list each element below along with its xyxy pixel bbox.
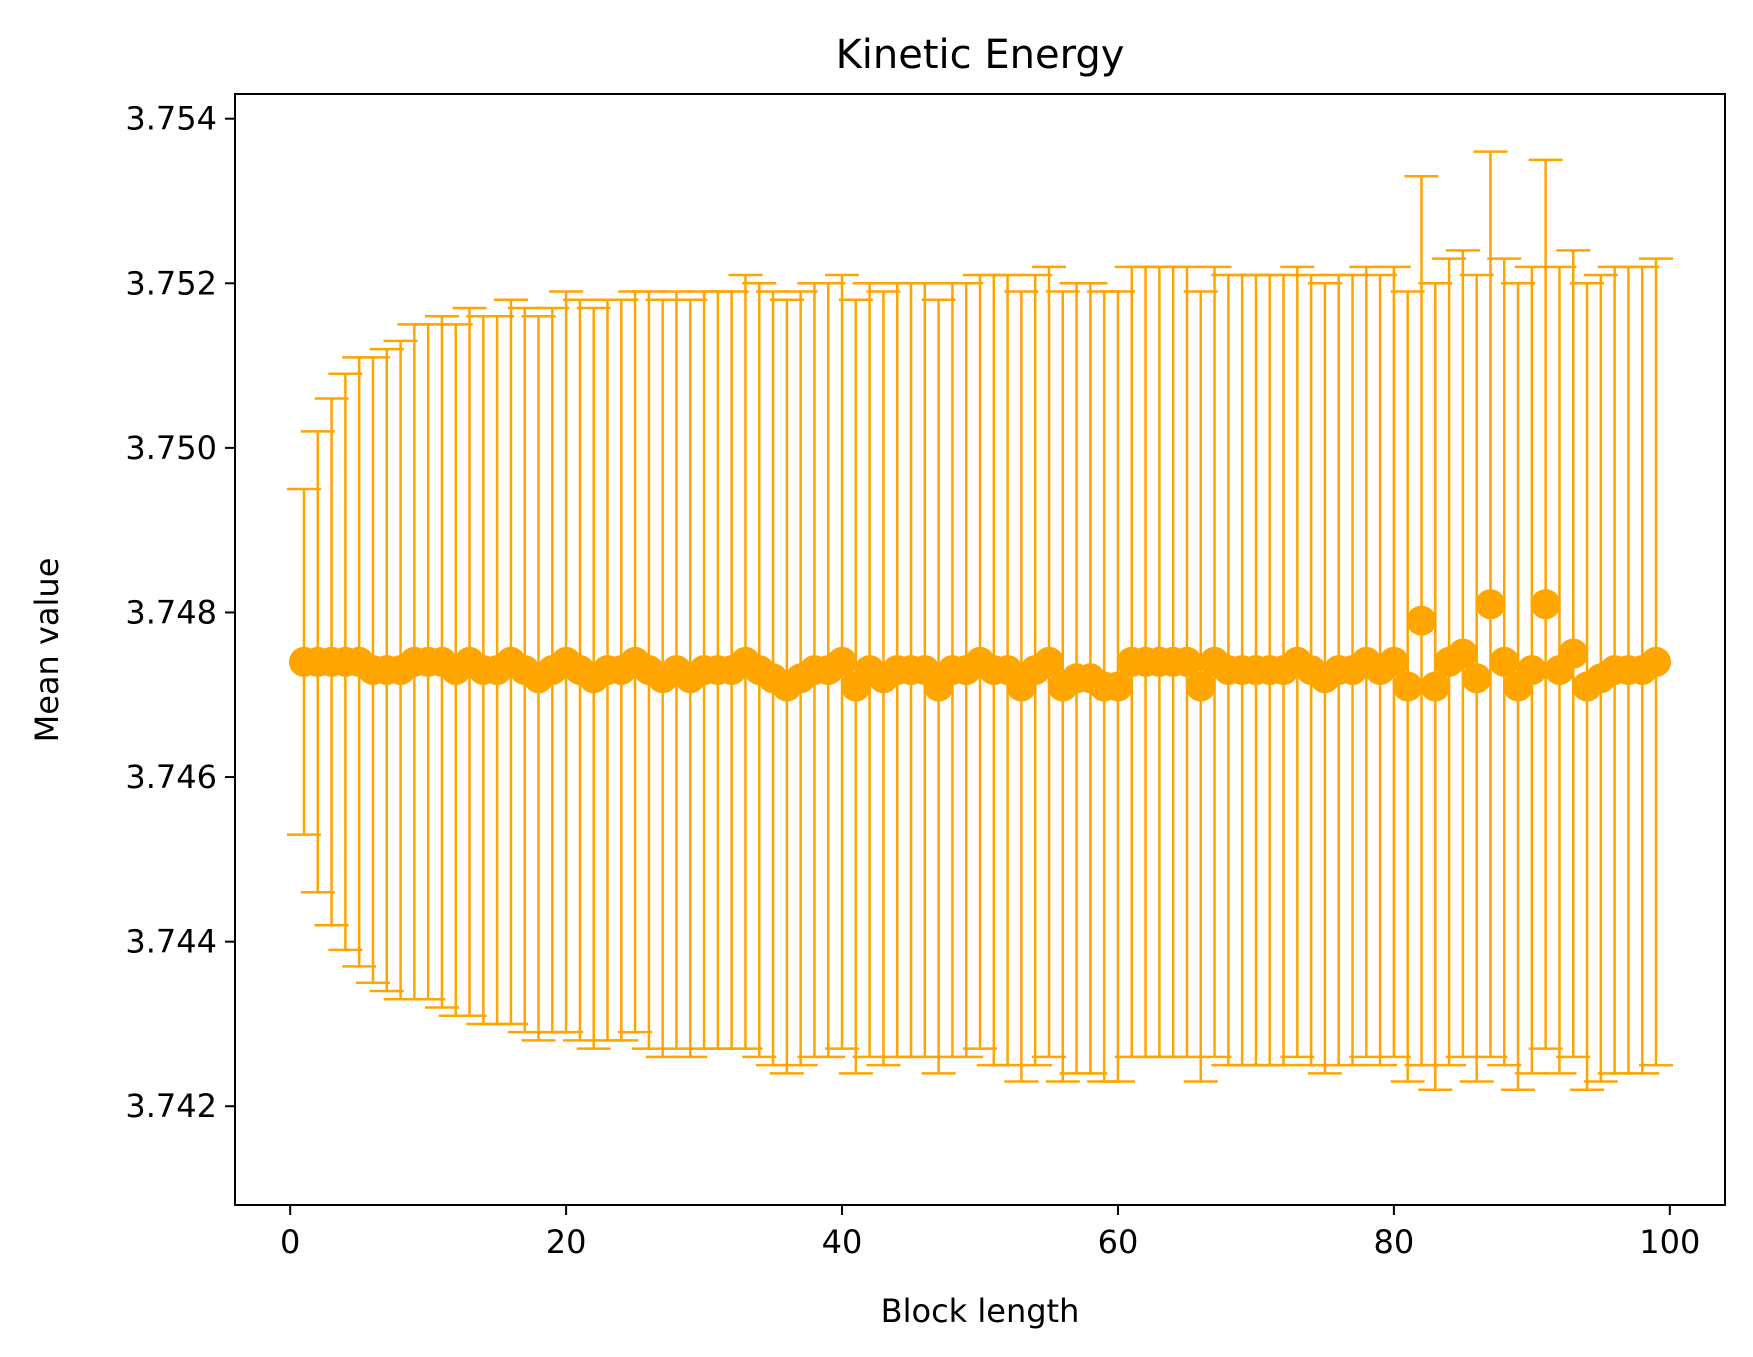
y-axis-label: Mean value	[28, 558, 66, 743]
x-tick-label: 100	[1639, 1223, 1700, 1261]
x-tick-label: 60	[1098, 1223, 1139, 1261]
data-point	[1171, 646, 1202, 677]
x-tick-label: 40	[822, 1223, 863, 1261]
data-point	[1185, 671, 1216, 702]
y-tick-label: 3.754	[125, 100, 217, 138]
data-point	[1461, 663, 1492, 694]
y-tick-label: 3.744	[125, 923, 217, 961]
y-tick-label: 3.750	[125, 429, 217, 467]
data-point	[1475, 589, 1506, 620]
data-points	[288, 589, 1672, 702]
error-bars	[286, 150, 1674, 1092]
y-tick-label: 3.748	[125, 593, 217, 631]
y-tick-label: 3.752	[125, 264, 217, 302]
x-axis-label: Block length	[881, 1292, 1080, 1330]
data-point	[1558, 638, 1589, 669]
plot-frame	[234, 93, 1726, 1206]
chart-title: Kinetic Energy	[836, 32, 1125, 78]
data-point	[1033, 646, 1064, 677]
y-tick-label: 3.742	[125, 1087, 217, 1125]
data-point	[1447, 638, 1478, 669]
data-point	[827, 646, 858, 677]
data-point	[1489, 646, 1520, 677]
data-point	[1420, 671, 1451, 702]
data-point	[1392, 671, 1423, 702]
data-point	[1641, 646, 1672, 677]
x-tick-label: 80	[1374, 1223, 1415, 1261]
data-point	[1530, 589, 1561, 620]
data-point	[1378, 646, 1409, 677]
x-tick-label: 0	[280, 1223, 300, 1261]
data-point	[1406, 605, 1437, 636]
y-axis-ticks: 3.742 3.744 3.746 3.748 3.750 3.752 3.754	[125, 100, 235, 1125]
x-tick-label: 20	[546, 1223, 587, 1261]
data-point	[1102, 671, 1133, 702]
y-tick-label: 3.746	[125, 758, 217, 796]
data-point	[1516, 655, 1547, 686]
x-axis-ticks: 0 20 40 60 80 100	[280, 1205, 1700, 1261]
